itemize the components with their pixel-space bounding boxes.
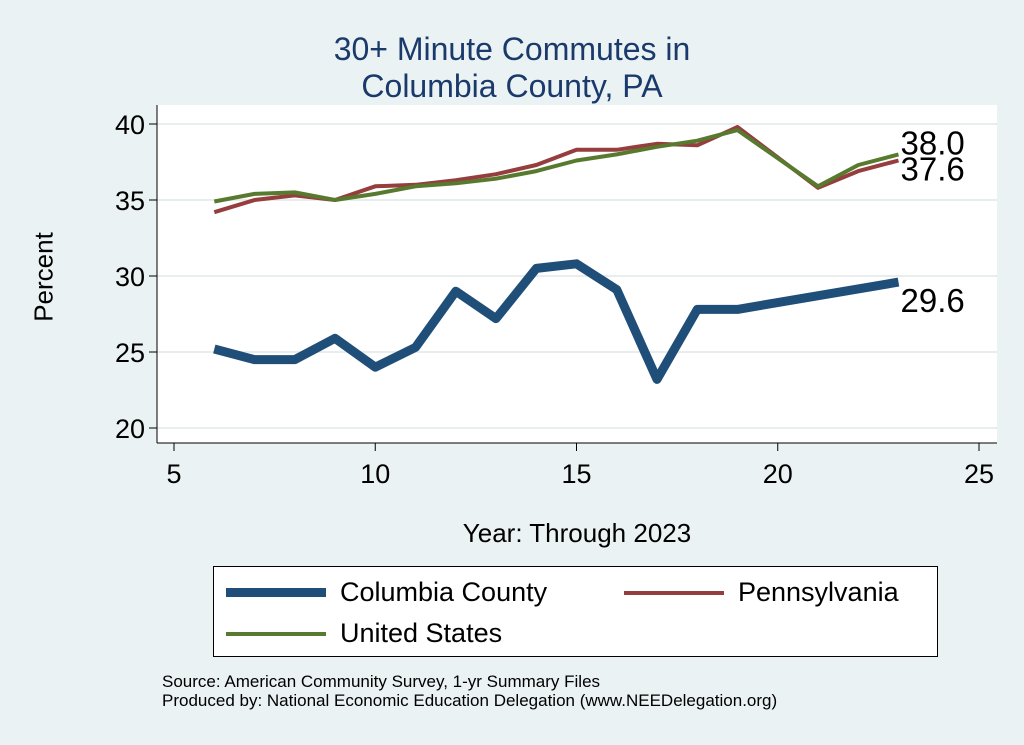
plot-area (157, 105, 997, 443)
source-note: Source: American Community Survey, 1-yr … (162, 672, 777, 710)
legend-item-united-states: United States (226, 618, 502, 649)
chart-title-line-1: 30+ Minute Commutes in (333, 31, 691, 67)
legend-label-united-states: United States (340, 618, 503, 648)
legend-swatch-columbia-county (226, 588, 326, 597)
series-line-columbia-county (213, 259, 900, 384)
legend-label-columbia-county: Columbia County (340, 577, 548, 607)
x-tick-label-25: 25 (964, 459, 994, 489)
y-tick-label-25: 25 (115, 338, 145, 368)
legend: Columbia County Pennsylvania United Stat… (213, 566, 938, 657)
end-labels: 29.6 37.638.0 (901, 124, 965, 319)
chart-title-line-2: Columbia County, PA (361, 68, 663, 104)
y-tick-label-20: 20 (115, 414, 145, 444)
y-tick-label-40: 40 (115, 110, 145, 140)
axes: 20 25 30 35 40 5 10 15 20 25 (115, 105, 997, 489)
legend-item-columbia-county: Columbia County (226, 577, 547, 608)
end-label-columbia-county: 29.6 (901, 282, 965, 319)
x-tick-label-20: 20 (763, 459, 793, 489)
x-tick-label-5: 5 (166, 459, 181, 489)
legend-swatch-united-states (226, 631, 326, 636)
y-axis-label: Percent (28, 232, 59, 322)
legend-label-pennsylvania: Pennsylvania (738, 577, 899, 607)
grid-lines (157, 123, 997, 429)
x-tick-label-10: 10 (360, 459, 390, 489)
produced-by-line: Produced by: National Economic Education… (162, 691, 778, 710)
legend-swatch-pennsylvania (624, 590, 724, 595)
end-label-pennsylvania: 37.6 (901, 150, 965, 187)
x-axis-label: Year: Through 2023 (462, 518, 692, 548)
end-label-united-states: 38.0 (901, 124, 965, 161)
source-line: Source: American Community Survey, 1-yr … (162, 672, 601, 691)
y-tick-label-35: 35 (115, 186, 145, 216)
series-line-united-states (213, 128, 900, 204)
series-layer (213, 125, 900, 384)
legend-item-pennsylvania: Pennsylvania (624, 577, 899, 608)
x-tick-label-15: 15 (561, 459, 591, 489)
y-tick-label-30: 30 (115, 262, 145, 292)
